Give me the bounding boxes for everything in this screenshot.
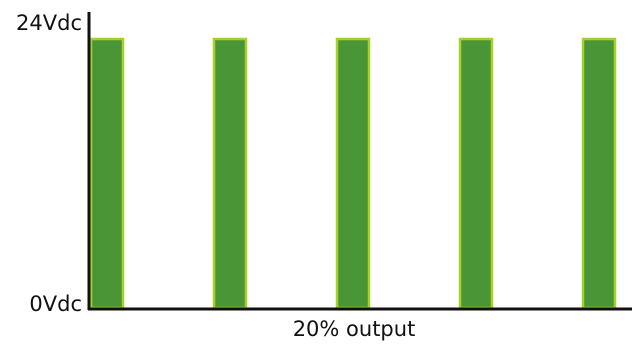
pulse-bar-4	[458, 37, 494, 310]
pulse-bar-1	[89, 37, 125, 310]
x-axis-label: 20% output	[293, 317, 416, 341]
y-tick-label-bottom: 0Vdc	[29, 292, 82, 316]
pulse-bar-3	[335, 37, 371, 310]
y-tick-label-top: 24Vdc	[16, 11, 82, 35]
pulse-bars	[89, 37, 617, 310]
pulse-bar-2	[212, 37, 248, 310]
pulse-bar-5	[581, 37, 617, 310]
